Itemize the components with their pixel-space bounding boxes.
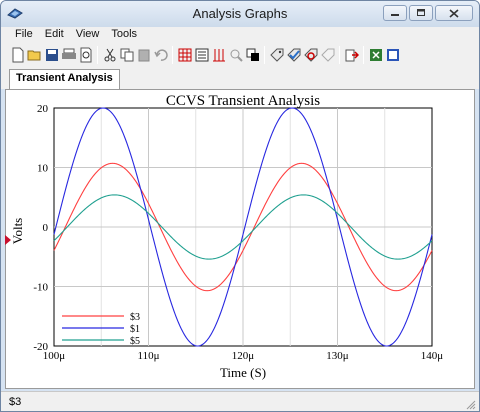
save-icon <box>45 49 58 61</box>
zoom-icon <box>230 49 243 62</box>
excel-icon <box>369 49 382 61</box>
y-axis-label: Volts <box>10 218 25 245</box>
series-line-0 <box>53 162 433 292</box>
export-button[interactable] <box>343 46 360 64</box>
tag-disabled-icon <box>320 48 334 62</box>
tag-refresh-icon <box>303 48 317 62</box>
copy-icon <box>120 48 133 62</box>
tag-refresh-button[interactable] <box>302 46 319 64</box>
maximize-icon <box>417 9 425 16</box>
minimize-button[interactable] <box>383 5 407 21</box>
y-tick-label: -20 <box>33 341 48 353</box>
x-tick-label: 120μ <box>232 350 255 362</box>
excel-button[interactable] <box>367 46 384 64</box>
y-tick-label: -10 <box>33 282 48 294</box>
reverse-colors-icon <box>246 48 259 61</box>
cut-button[interactable] <box>101 46 118 64</box>
tag-disabled-button[interactable] <box>319 46 336 64</box>
print-preview-button[interactable] <box>77 46 94 64</box>
y-tick-label: 20 <box>37 103 49 115</box>
paste-icon <box>138 49 149 62</box>
save-button[interactable] <box>43 46 60 64</box>
menu-view[interactable]: View <box>75 28 100 40</box>
resize-grip-icon[interactable] <box>466 400 476 410</box>
close-button[interactable] <box>435 5 473 21</box>
grid-button[interactable] <box>176 46 193 64</box>
menu-bar: File Edit View Tools <box>1 27 479 43</box>
new-button[interactable] <box>9 46 26 64</box>
menu-edit[interactable]: Edit <box>44 28 64 40</box>
y-tick-label: 0 <box>43 222 49 234</box>
print-preview-icon <box>80 47 91 63</box>
x-tick-label: 140μ <box>421 350 444 362</box>
chart-title: CCVS Transient Analysis <box>166 93 320 109</box>
paste-button[interactable] <box>135 46 152 64</box>
status-text: $3 <box>9 396 22 408</box>
reverse-colors-button[interactable] <box>244 46 261 64</box>
y-tick-label: 10 <box>37 163 49 175</box>
x-axis-label: Time (S) <box>220 365 266 380</box>
legend-button[interactable] <box>193 46 210 64</box>
mathcad-button[interactable] <box>384 46 401 64</box>
tag-check-icon <box>286 48 300 62</box>
print-icon <box>61 48 76 59</box>
print-button[interactable] <box>60 46 77 64</box>
mathcad-icon <box>386 49 399 61</box>
legend-entry-2: $5 <box>130 336 140 347</box>
undo-button[interactable] <box>152 46 169 64</box>
export-icon <box>345 49 359 62</box>
app-icon <box>7 8 23 19</box>
cursors-button[interactable] <box>210 46 227 64</box>
new-icon <box>12 47 23 63</box>
tag-button[interactable] <box>268 46 285 64</box>
maximize-button[interactable] <box>409 5 433 21</box>
series-line-2 <box>53 194 433 260</box>
tag-icon <box>269 48 283 62</box>
legend-entry-0: $3 <box>130 312 140 323</box>
toolbar <box>1 43 479 67</box>
legend-entry-1: $1 <box>130 324 140 335</box>
cursors-icon <box>212 49 225 62</box>
window-title: Analysis Graphs <box>192 6 288 21</box>
tab-strip: Transient Analysis <box>1 67 479 89</box>
tag-check-button[interactable] <box>285 46 302 64</box>
transient-chart[interactable]: CCVS Transient Analysis 100μ 110μ 120μ 130μ 1… <box>6 90 474 388</box>
series-line-1 <box>53 107 433 347</box>
grid-icon <box>178 48 191 62</box>
title-bar[interactable]: Analysis Graphs <box>1 1 479 27</box>
menu-file[interactable]: File <box>15 28 33 40</box>
status-bar: $3 <box>1 391 479 411</box>
x-tick-label: 100μ <box>43 350 66 362</box>
undo-icon <box>153 49 168 61</box>
graph-panel: CCVS Transient Analysis 100μ 110μ 120μ 130μ 1… <box>5 89 475 389</box>
minimize-icon <box>391 14 399 16</box>
open-icon <box>27 50 40 61</box>
close-icon <box>449 8 459 18</box>
zoom-button[interactable] <box>227 46 244 64</box>
x-tick-label: 110μ <box>138 350 160 362</box>
menu-tools[interactable]: Tools <box>111 28 138 40</box>
selected-trace-marker <box>5 235 11 245</box>
open-button[interactable] <box>26 46 43 64</box>
tab-transient-analysis[interactable]: Transient Analysis <box>9 69 120 89</box>
cut-icon <box>104 48 115 62</box>
x-tick-label: 130μ <box>326 350 349 362</box>
copy-button[interactable] <box>118 46 135 64</box>
legend-icon <box>195 48 208 62</box>
